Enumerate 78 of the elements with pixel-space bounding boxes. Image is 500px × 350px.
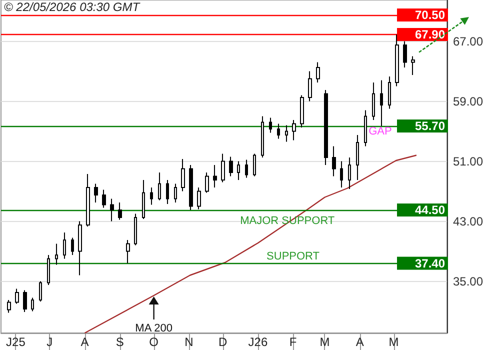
candlestick	[197, 187, 201, 210]
candlestick	[253, 153, 256, 177]
x-tick-label: O	[149, 335, 158, 349]
candlestick	[181, 158, 185, 192]
candlestick	[78, 220, 82, 276]
y-tick-label: 35.00	[453, 274, 484, 288]
candlestick	[340, 160, 343, 188]
x-tick-label: F	[289, 335, 297, 349]
ref-line-label: 55.70	[414, 119, 446, 133]
candlestick	[55, 243, 58, 266]
candlestick	[380, 80, 383, 126]
candlestick	[261, 116, 264, 158]
candlestick	[348, 157, 351, 190]
candlestick	[292, 120, 296, 141]
annotation: GAP	[368, 126, 392, 138]
candlestick	[213, 164, 217, 188]
candlestick	[324, 90, 328, 166]
candlestick	[237, 160, 240, 180]
candlestick	[205, 172, 209, 194]
candlestick	[142, 180, 145, 220]
candlestick	[411, 56, 415, 76]
candlestick	[86, 174, 90, 227]
annotation: MA 200	[135, 322, 172, 334]
candlestick	[245, 159, 248, 178]
candlestick	[174, 183, 177, 203]
ref-line-label: 37.40	[414, 256, 446, 270]
candlestick	[388, 76, 391, 110]
x-tick-label: M	[388, 335, 399, 349]
candlestick	[118, 202, 122, 220]
candlestick	[229, 156, 233, 177]
candlestick	[189, 164, 193, 210]
candlestick	[166, 180, 169, 204]
candlestick	[126, 240, 130, 264]
candlestick	[269, 117, 272, 134]
candlestick	[23, 290, 27, 312]
candlestick	[15, 288, 19, 304]
x-tick-label: J	[46, 335, 53, 349]
candlestick	[39, 280, 42, 302]
x-tick-label: A	[80, 335, 89, 349]
candlestick	[316, 62, 320, 83]
candlestick	[300, 94, 304, 128]
y-tick-label: 43.00	[453, 214, 484, 228]
candlestick	[395, 34, 399, 87]
x-tick-label: J25	[6, 335, 26, 349]
candlestick	[285, 124, 288, 142]
candlestick	[277, 123, 280, 140]
x-tick-label: D	[218, 335, 228, 349]
candlestick	[134, 213, 137, 246]
y-tick-label: 59.00	[453, 94, 484, 108]
y-tick-label: 51.00	[453, 154, 484, 168]
candlestick	[102, 189, 106, 208]
candlestick	[47, 254, 50, 286]
candlestick	[31, 297, 34, 312]
x-tick-label: J26	[248, 335, 268, 349]
candlestick	[372, 82, 375, 120]
candlestick	[158, 172, 161, 201]
chart-title: © 22/05/2026 03:30 GMT	[4, 0, 142, 14]
ref-line-label: 67.90	[414, 28, 446, 42]
annotation: SUPPORT	[266, 250, 320, 262]
candlestick	[150, 187, 153, 206]
x-tick-label: S	[116, 335, 124, 349]
candlestick	[356, 134, 359, 180]
candlestick	[364, 110, 367, 147]
candlestick	[221, 153, 225, 183]
x-tick-label: M	[320, 335, 330, 349]
candlestick	[110, 198, 114, 222]
x-tick-label: N	[184, 335, 194, 349]
ref-line-label: 70.50	[414, 8, 446, 22]
candlestick	[94, 183, 98, 203]
candlestick	[7, 300, 11, 314]
candlestick	[403, 40, 407, 68]
candlestick	[63, 232, 66, 260]
candlestick	[308, 70, 312, 102]
candlestick	[71, 237, 74, 256]
candlestick	[332, 146, 336, 177]
y-tick-label: 67.00	[453, 34, 484, 48]
x-tick-label: A	[356, 335, 364, 349]
ref-line-label: 44.50	[414, 203, 446, 217]
